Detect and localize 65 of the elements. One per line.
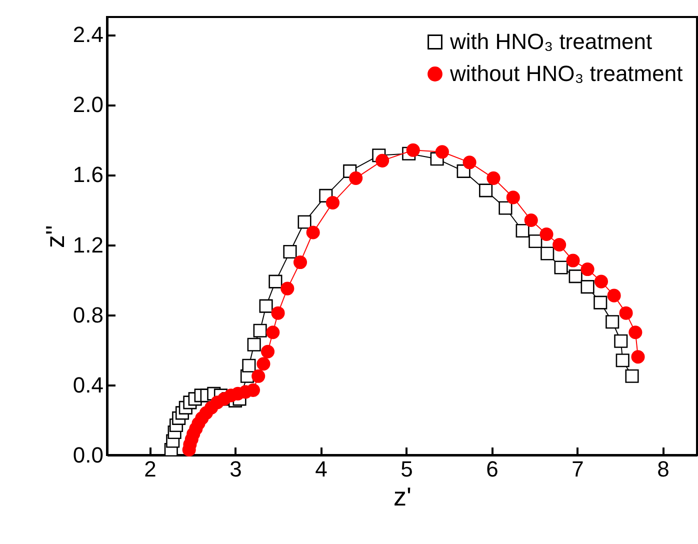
point [616,354,630,368]
point [606,315,620,329]
point [298,215,312,229]
point [462,156,476,170]
point [498,201,512,215]
point [246,383,260,397]
point [628,326,642,340]
y-axis-title: z'' [40,225,70,248]
x-tick-label: 5 [400,456,413,482]
point [376,154,390,168]
point [247,338,261,352]
point [435,145,449,159]
y-tick-label: 1.6 [72,162,104,188]
point [614,334,628,348]
point [607,288,621,302]
point [486,171,500,185]
legend-label: without HNO₃ treatment [449,61,683,86]
point [266,326,280,340]
point [506,190,520,204]
point [580,280,594,294]
point [479,184,493,198]
point [260,344,275,358]
point [619,306,633,320]
y-tick-label: 2.0 [72,92,104,118]
point [259,299,273,313]
x-tick-label: 2 [144,456,156,482]
point [594,296,608,310]
point [568,270,582,284]
x-tick-label: 4 [315,456,328,482]
point [540,246,554,260]
x-tick-label: 7 [572,456,584,482]
x-tick-label: 8 [657,456,670,482]
point [540,227,554,242]
y-tick-label: 2.4 [72,22,104,48]
point [306,226,320,240]
point [252,369,266,383]
point [242,358,256,372]
x-tick-label: 3 [230,456,242,482]
point [283,244,297,259]
point [256,357,270,371]
point [594,274,608,288]
y-tick-label: 0.4 [72,372,104,398]
point [524,213,538,227]
x-axis-title: z' [394,482,412,512]
point [554,260,568,274]
point [268,274,282,288]
x-tick-label: 6 [486,456,498,482]
point [271,306,285,320]
point [552,238,566,252]
point [566,254,580,268]
y-tick-label: 1.2 [72,232,104,258]
y-tick-label: 0.0 [72,442,104,468]
point [280,282,294,296]
legend-label: with HNO₃ treatment [449,29,652,54]
point [516,224,530,238]
point [349,171,363,185]
point [253,324,267,338]
point [293,256,308,270]
point [631,350,645,364]
point [528,234,542,248]
point [580,262,594,276]
y-tick-label: 0.8 [72,302,104,328]
point [625,369,639,383]
point [406,143,420,157]
point [326,196,340,210]
